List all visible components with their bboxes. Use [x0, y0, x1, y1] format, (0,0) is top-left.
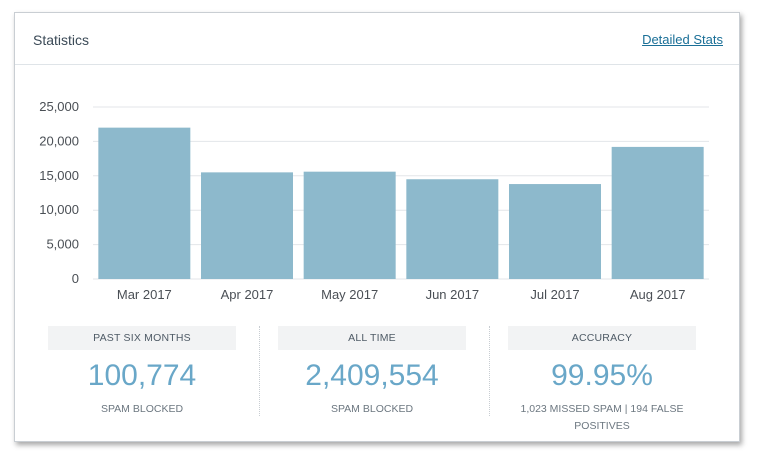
- detailed-stats-link[interactable]: Detailed Stats: [642, 32, 723, 47]
- bar[interactable]: [201, 172, 293, 279]
- stat-caption-accuracy: 1,023 MISSED SPAM | 194 FALSE POSITIVES: [520, 403, 684, 432]
- stat-divider: [259, 326, 260, 416]
- x-tick-label: Apr 2017: [221, 287, 274, 302]
- stat-value-all-time: 2,409,554: [305, 359, 439, 392]
- bar[interactable]: [98, 127, 191, 279]
- bar[interactable]: [611, 146, 704, 279]
- y-tick-label: 15,000: [39, 168, 79, 183]
- x-tick-label: Aug 2017: [630, 287, 686, 302]
- bar[interactable]: [406, 179, 499, 279]
- stat-past-six-months: PAST SIX MONTHS 100,774 SPAM BLOCKED: [27, 326, 257, 432]
- stat-value-accuracy: 99.95%: [551, 359, 653, 392]
- x-tick-label: Mar 2017: [117, 287, 172, 302]
- stat-value-past-six-months: 100,774: [87, 359, 197, 392]
- panel-header: Statistics Detailed Stats: [15, 13, 739, 65]
- y-tick-label: 25,000: [39, 99, 79, 114]
- panel-title: Statistics: [33, 32, 90, 48]
- stat-all-time: ALL TIME 2,409,554 SPAM BLOCKED: [257, 326, 487, 432]
- spam-blocked-chart: 0 5,000 10,000 15,000 20,000 25,000 Mar 2017 Ap…: [15, 65, 739, 315]
- y-tick-label: 0: [72, 271, 79, 286]
- bar[interactable]: [509, 184, 601, 279]
- bar-chart-svg: 0 5,000 10,000 15,000 20,000 25,000 Mar 2017 Ap…: [39, 99, 709, 302]
- x-tick-label: Jun 2017: [426, 287, 480, 302]
- stat-accuracy: ACCURACY 99.95% 1,023 MISSED SPAM | 194 …: [487, 326, 717, 432]
- statistics-panel: Statistics Detailed Stats 0 5,000 10,000 15…: [14, 12, 740, 442]
- y-tick-label: 5,000: [46, 237, 79, 252]
- x-tick-label: Jul 2017: [530, 287, 579, 302]
- y-tick-label: 20,000: [39, 133, 79, 148]
- stat-header-accuracy: ACCURACY: [508, 326, 696, 350]
- stat-caption-all-time: SPAM BLOCKED: [330, 403, 414, 415]
- bar[interactable]: [303, 171, 396, 279]
- stat-header-past-six-months: PAST SIX MONTHS: [48, 326, 236, 350]
- stat-divider: [489, 326, 490, 416]
- stat-header-all-time: ALL TIME: [278, 326, 466, 350]
- stat-caption-past-six-months: SPAM BLOCKED: [100, 403, 184, 415]
- y-tick-label: 10,000: [39, 202, 79, 217]
- stats-summary: PAST SIX MONTHS 100,774 SPAM BLOCKED ALL…: [15, 326, 739, 436]
- x-tick-label: May 2017: [321, 287, 378, 302]
